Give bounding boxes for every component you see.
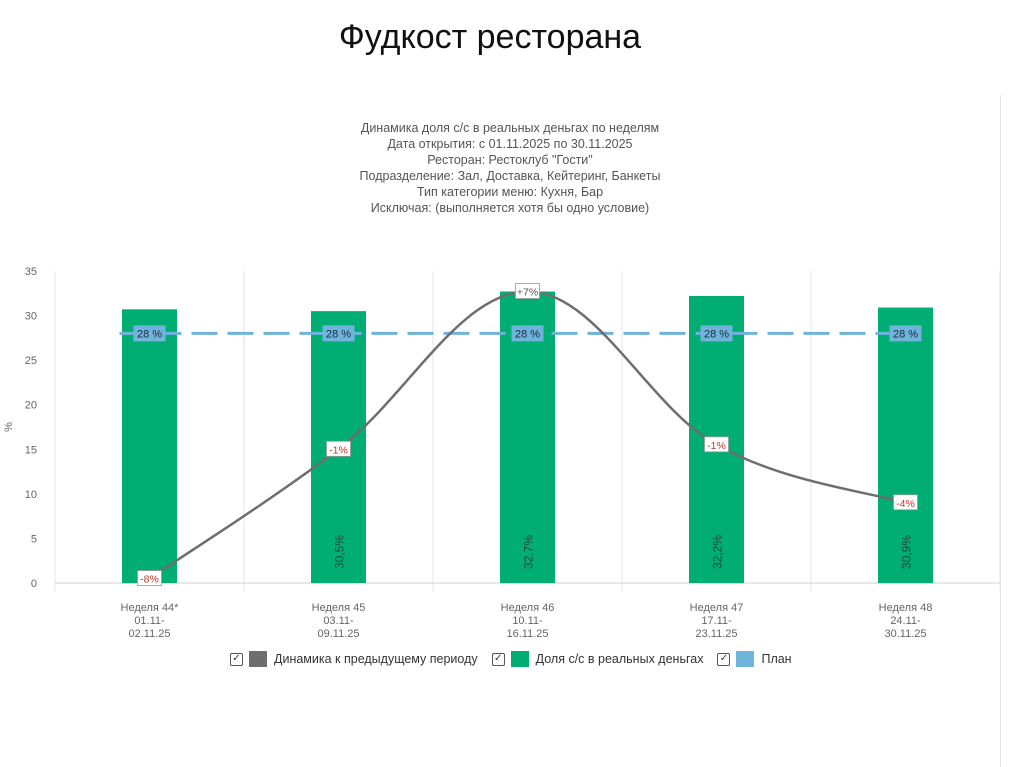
x-tick-label: 17.11- [701,615,732,627]
plan-label: 28 % [515,328,540,340]
x-tick-label: 10.11- [512,615,543,627]
dynamics-data-label: -1% [707,440,726,452]
bar-data-label: 30,9% [900,535,914,569]
bar-data-label: 32,7% [522,535,536,569]
legend-swatch-dynamics [249,651,267,667]
plan-label-box [133,325,166,342]
plan-label-box [700,325,733,342]
x-tick-label: 23.11.25 [695,628,737,640]
legend-item-plan[interactable]: ✓ План [717,651,792,667]
y-tick-label: 10 [25,489,37,501]
legend-label: План [761,652,792,666]
chart-header-line: Подразделение: Зал, Доставка, Кейтеринг,… [359,169,661,183]
x-tick-label: Неделя 48 [879,602,933,614]
x-tick-label: Неделя 46 [501,602,555,614]
x-tick-label: 30.11.25 [884,628,926,640]
bar [878,307,933,583]
x-tick-label: Неделя 44* [121,602,180,614]
dynamics-data-label: -4% [896,498,915,510]
plan-label-box [511,325,544,342]
x-tick-label: 16.11.25 [506,628,548,640]
legend-item-cost-share[interactable]: ✓ Доля с/с в реальных деньгах [491,651,704,667]
x-tick-label: Неделя 47 [690,602,744,614]
dynamics-label-box [704,436,729,453]
dynamics-label-box [326,440,351,457]
y-tick-label: 0 [31,578,37,590]
y-tick-label: 15 [25,444,37,456]
x-tick-label: 03.11- [323,615,354,627]
y-tick-label: 35 [25,266,37,278]
plan-label-box [322,325,355,342]
checkbox-icon[interactable]: ✓ [230,652,243,666]
dynamics-label-box [893,494,918,511]
chart-header-line: Исключая: (выполняется хотя бы одно усло… [370,201,650,215]
y-tick-label: 25 [25,355,37,367]
x-tick-label: 09.11.25 [317,628,359,640]
legend-swatch-cost-share [510,651,529,667]
chart-legend: ✓ Динамика к предыдущему периоду ✓ Доля … [230,648,830,670]
chart-header-line: Динамика доля с/с в реальных деньгах по … [360,121,660,135]
y-tick-label: 30 [25,311,37,323]
y-tick-label: 5 [31,533,37,545]
dynamics-data-label: -8% [140,574,159,586]
legend-swatch-plan [736,651,755,667]
plan-label: 28 % [704,328,729,340]
bar-data-label: 32,2% [711,535,725,569]
legend-label: Доля с/с в реальных деньгах [535,652,704,666]
chart-header-line: Дата открытия: с 01.11.2025 по 30.11.202… [387,137,633,151]
x-tick-label: 24.11- [890,615,921,627]
chart-header-line: Тип категории меню: Кухня, Бар [416,185,604,199]
frame-divider [1000,95,1001,767]
plan-label-box [889,325,922,342]
checkbox-icon[interactable]: ✓ [717,652,731,666]
plan-label: 28 % [137,328,162,340]
y-tick-label: 20 [25,400,37,412]
chart-header-line: Ресторан: Рестоклуб "Гости" [427,153,593,167]
dynamics-label-box [137,570,162,586]
chart-header: Динамика доля с/с в реальных деньгах по … [230,120,790,216]
x-tick-label: 02.11.25 [128,628,170,640]
dynamics-data-label: +7% [517,287,538,299]
legend-label: Динамика к предыдущему периоду [274,652,478,666]
plan-label: 28 % [326,328,351,340]
checkbox-icon[interactable]: ✓ [491,652,505,666]
slide-title: Фудкост ресторана [338,18,642,56]
dynamics-data-label: -1% [329,444,348,456]
bar-data-label: 30,5% [333,535,347,569]
plan-label: 28 % [893,328,918,340]
y-axis-label: % [3,422,15,432]
bar [122,309,177,583]
legend-item-dynamics[interactable]: ✓ Динамика к предыдущему периоду [230,651,478,667]
dynamics-label-box [515,283,540,299]
x-tick-label: Неделя 45 [312,602,366,614]
x-tick-label: 01.11- [134,615,165,627]
